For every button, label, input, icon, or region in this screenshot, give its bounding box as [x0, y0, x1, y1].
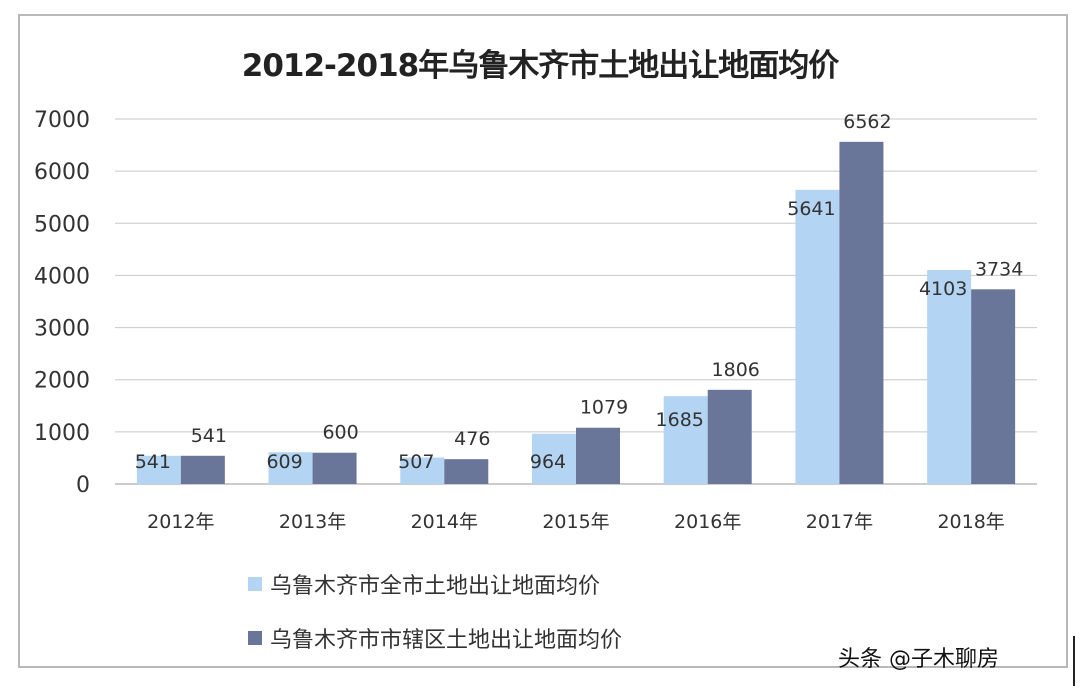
bar	[927, 270, 972, 484]
legend-item-city: 乌鲁木齐市全市土地出让地面均价	[248, 568, 600, 600]
divider	[1073, 636, 1075, 686]
bar	[180, 455, 225, 484]
y-tick-label: 0	[76, 473, 90, 498]
x-tick-label: 2018年	[937, 511, 1004, 533]
y-tick-label: 5000	[34, 212, 90, 237]
x-tick-label: 2014年	[411, 511, 478, 533]
x-tick-label: 2017年	[806, 511, 873, 533]
bar	[707, 389, 752, 484]
bar	[312, 452, 357, 484]
bar	[268, 452, 313, 484]
y-tick-label: 3000	[34, 317, 90, 342]
data-label: 541	[191, 425, 227, 447]
data-label: 507	[398, 451, 434, 473]
data-label: 609	[266, 451, 302, 473]
legend-swatch	[248, 631, 262, 645]
bar	[971, 289, 1016, 484]
data-label: 1806	[712, 359, 760, 381]
data-label: 3734	[975, 258, 1023, 280]
bar	[795, 189, 840, 485]
y-tick-label: 7000	[34, 108, 90, 133]
x-tick-label: 2013年	[279, 511, 346, 533]
chart-frame	[18, 14, 1068, 668]
y-tick-label: 4000	[34, 264, 90, 289]
bar	[576, 427, 620, 484]
bar	[444, 459, 489, 484]
data-label: 476	[454, 428, 490, 450]
legend-swatch	[248, 577, 262, 591]
legend-label: 乌鲁木齐市全市土地出让地面均价	[270, 574, 601, 599]
data-label: 5641	[787, 198, 835, 220]
y-tick-label: 1000	[34, 421, 90, 446]
data-label: 4103	[919, 278, 967, 300]
x-tick-label: 2012年	[147, 511, 214, 533]
bar	[839, 141, 884, 485]
y-tick-label: 2000	[34, 369, 90, 394]
bar	[400, 457, 445, 484]
bar	[136, 455, 181, 484]
x-tick-label: 2015年	[542, 511, 609, 533]
watermark: 头条 @子木聊房	[838, 647, 999, 672]
legend-item-districts: 乌鲁木齐市市辖区土地出让地面均价	[248, 622, 622, 654]
bar	[532, 433, 576, 484]
data-label: 541	[135, 451, 171, 473]
data-label: 600	[322, 422, 358, 444]
legend-label: 乌鲁木齐市市辖区土地出让地面均价	[270, 628, 623, 653]
data-label: 6562	[843, 111, 891, 133]
bar	[663, 396, 708, 484]
chart-title: 2012-2018年乌鲁木齐市土地出让地面均价	[241, 48, 839, 84]
data-label: 1079	[580, 397, 628, 419]
data-label: 964	[530, 451, 566, 473]
x-tick-label: 2016年	[674, 511, 741, 533]
data-label: 1685	[656, 409, 704, 431]
y-tick-label: 6000	[34, 160, 90, 185]
